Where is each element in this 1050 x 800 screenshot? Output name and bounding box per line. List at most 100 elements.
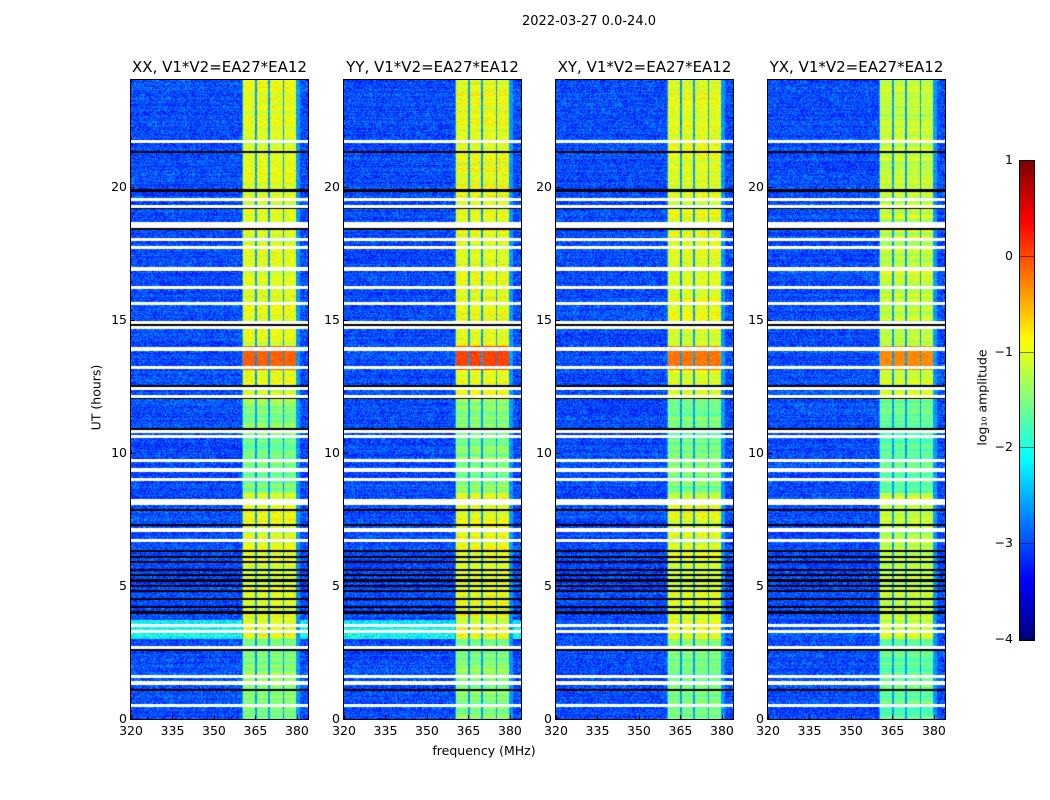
- colorbar-tick-mark: [1020, 351, 1034, 353]
- y-tick-label: 5: [756, 577, 764, 593]
- y-tick-label: 5: [119, 577, 127, 593]
- x-tick-mark: [850, 715, 852, 719]
- x-tick-label: 350: [839, 723, 863, 738]
- x-tick-mark: [426, 715, 428, 719]
- x-tick-label: 320: [332, 723, 356, 738]
- panel-title: YX, V1*V2=EA27*EA12: [769, 58, 944, 76]
- x-tick-label: 365: [880, 723, 905, 738]
- y-tick-mark: [556, 452, 560, 454]
- x-tick-mark: [556, 715, 557, 719]
- x-tick-label: 350: [627, 723, 651, 738]
- y-tick-mark: [768, 452, 772, 454]
- heatmap-panel-0: [130, 79, 309, 720]
- colorbar-tick-mark: [1020, 543, 1034, 545]
- x-tick-mark: [172, 715, 174, 719]
- y-tick-mark: [344, 319, 348, 321]
- y-tick-label: 0: [756, 711, 764, 726]
- y-tick-mark: [768, 719, 772, 720]
- y-tick-label: 5: [332, 577, 340, 593]
- y-tick-label: 0: [544, 711, 552, 726]
- panel-title: XX, V1*V2=EA27*EA12: [132, 58, 307, 76]
- x-tick-mark: [509, 715, 511, 719]
- x-tick-mark: [809, 715, 811, 719]
- colorbar-tick-label: −3: [994, 535, 1013, 551]
- heatmap-image: [768, 80, 945, 719]
- colorbar-tick-mark: [1020, 447, 1034, 449]
- x-tick-label: 335: [797, 723, 822, 738]
- panel-title: YY, V1*V2=EA27*EA12: [346, 58, 519, 76]
- colorbar: [1019, 160, 1035, 641]
- y-tick-label: 20: [111, 178, 127, 194]
- x-tick-label: 320: [119, 723, 143, 738]
- y-tick-mark: [556, 585, 560, 587]
- y-tick-label: 10: [324, 444, 340, 460]
- heatmap-image: [131, 80, 308, 719]
- y-tick-mark: [556, 186, 560, 188]
- y-tick-mark: [344, 719, 348, 720]
- y-tick-label: 15: [324, 311, 340, 327]
- x-tick-mark: [892, 715, 894, 719]
- x-tick-label: 365: [456, 723, 481, 738]
- x-tick-mark: [296, 715, 298, 719]
- y-tick-label: 15: [748, 311, 764, 327]
- colorbar-tick-label: 1: [1005, 152, 1013, 167]
- y-tick-label: 10: [111, 444, 127, 460]
- y-tick-mark: [344, 452, 348, 454]
- heatmap-panel-2: [555, 79, 734, 720]
- x-tick-mark: [680, 715, 682, 719]
- x-tick-mark: [213, 715, 215, 719]
- y-tick-mark: [131, 186, 135, 188]
- y-tick-mark: [556, 319, 560, 321]
- x-tick-label: 380: [922, 723, 946, 738]
- colorbar-tick-label: −4: [994, 631, 1013, 646]
- y-tick-mark: [556, 719, 560, 720]
- y-tick-mark: [131, 319, 135, 321]
- x-tick-mark: [468, 715, 470, 719]
- y-tick-mark: [344, 585, 348, 587]
- y-tick-label: 20: [536, 178, 552, 194]
- x-tick-mark: [638, 715, 640, 719]
- figure-title: 2022-03-27 0.0-24.0: [522, 14, 656, 29]
- x-tick-mark: [344, 715, 345, 719]
- x-tick-mark: [255, 715, 257, 719]
- x-tick-mark: [131, 715, 132, 719]
- y-axis-label: UT (hours): [88, 364, 104, 431]
- x-tick-label: 320: [756, 723, 780, 738]
- x-tick-label: 380: [710, 723, 734, 738]
- y-tick-mark: [768, 186, 772, 188]
- colorbar-label: log₁₀ amplitude: [974, 349, 990, 446]
- colorbar-tick-mark: [1020, 639, 1034, 640]
- x-tick-mark: [597, 715, 599, 719]
- colorbar-tick-label: −2: [994, 439, 1013, 455]
- colorbar-tick-mark: [1020, 255, 1034, 257]
- heatmap-panel-1: [343, 79, 522, 720]
- heatmap-image: [556, 80, 733, 719]
- x-tick-mark: [768, 715, 769, 719]
- y-tick-label: 10: [748, 444, 764, 460]
- y-tick-mark: [131, 452, 135, 454]
- colorbar-tick-label: 0: [1005, 247, 1013, 263]
- x-tick-label: 335: [373, 723, 398, 738]
- x-tick-label: 335: [585, 723, 610, 738]
- x-tick-label: 380: [498, 723, 522, 738]
- y-tick-label: 15: [536, 311, 552, 327]
- y-tick-mark: [768, 319, 772, 321]
- y-tick-label: 20: [748, 178, 764, 194]
- y-tick-label: 0: [332, 711, 340, 726]
- y-tick-mark: [768, 585, 772, 587]
- y-tick-label: 15: [111, 311, 127, 327]
- x-tick-mark: [385, 715, 387, 719]
- colorbar-gradient: [1020, 161, 1034, 640]
- x-tick-label: 350: [415, 723, 439, 738]
- y-tick-mark: [131, 585, 135, 587]
- y-tick-mark: [131, 719, 135, 720]
- y-tick-label: 20: [324, 178, 340, 194]
- x-tick-label: 335: [160, 723, 185, 738]
- panel-title: XY, V1*V2=EA27*EA12: [557, 58, 732, 76]
- x-tick-mark: [721, 715, 723, 719]
- colorbar-tick-label: −1: [994, 343, 1013, 359]
- heatmap-panel-3: [767, 79, 946, 720]
- colorbar-tick-mark: [1020, 160, 1034, 161]
- x-tick-label: 365: [668, 723, 693, 738]
